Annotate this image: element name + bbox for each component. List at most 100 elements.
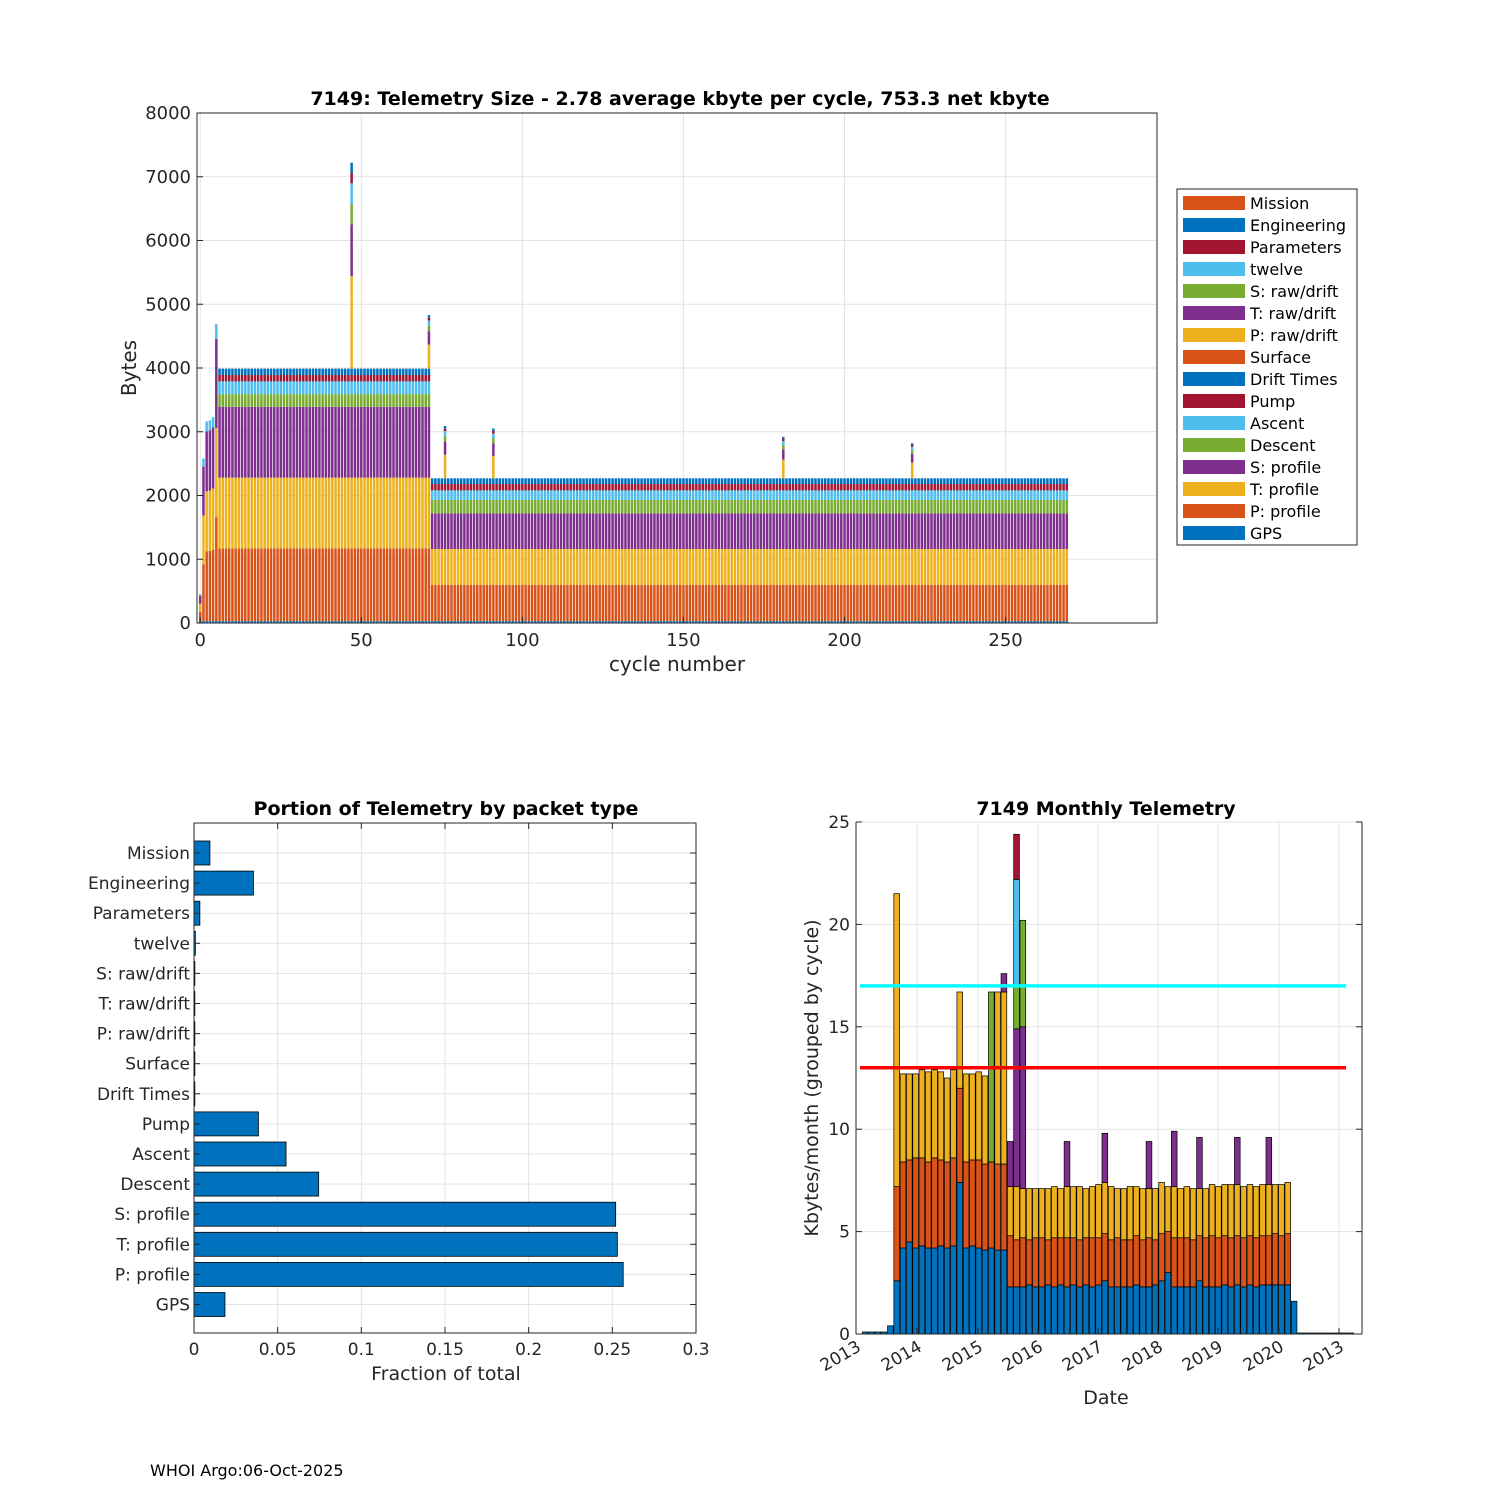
bar-segment: [643, 549, 647, 585]
bar-segment: [517, 490, 521, 500]
bar-segment: [447, 490, 450, 500]
bar-segment: [907, 621, 911, 623]
bar-segment: [608, 478, 611, 485]
bar-segment: [263, 394, 266, 407]
bar-segment: [227, 406, 231, 478]
cycle-bar: [392, 368, 395, 623]
cycle-bar: [994, 478, 998, 623]
bar-segment: [624, 549, 627, 585]
bar-segment: [479, 621, 482, 623]
bar-segment: [910, 484, 914, 491]
bar-segment: [968, 584, 972, 622]
bar-segment: [925, 1247, 932, 1335]
bar-segment: [218, 381, 221, 395]
bar-segment: [421, 621, 424, 623]
bar-segment: [366, 368, 369, 376]
bar-segment: [360, 477, 363, 549]
legend-label: T: profile: [1249, 480, 1319, 499]
bar-segment: [801, 490, 804, 500]
bar-segment: [637, 499, 640, 514]
bar-segment: [1044, 1239, 1052, 1286]
bar-segment: [1139, 1286, 1146, 1335]
bar-segment: [295, 477, 299, 549]
bar-segment: [1017, 490, 1020, 500]
bar-segment: [598, 490, 601, 500]
bar-segment: [443, 513, 447, 550]
bar-segment: [649, 478, 653, 485]
bar-segment: [553, 499, 556, 514]
cycle-bar: [1049, 478, 1052, 623]
bar-segment: [250, 375, 254, 382]
bar-segment: [604, 499, 608, 514]
bar-segment: [1025, 1239, 1033, 1286]
bar-segment: [1055, 513, 1059, 550]
bar-segment: [672, 513, 676, 550]
cycle-bar: [936, 478, 940, 623]
bar-segment: [234, 548, 237, 622]
bar-segment: [794, 621, 798, 623]
bar-segment: [221, 406, 225, 478]
bar-segment: [937, 1159, 945, 1247]
bar-segment: [292, 394, 295, 407]
bar-segment: [363, 381, 366, 395]
bar-segment: [314, 375, 318, 382]
bar-segment: [347, 477, 350, 549]
cycle-bar: [256, 368, 260, 623]
bar-segment: [353, 381, 357, 395]
bar-segment: [1101, 1132, 1109, 1183]
bar-segment: [1023, 478, 1027, 485]
bar-segment: [778, 621, 782, 623]
bar-segment: [1049, 484, 1052, 491]
cycle-bar: [353, 368, 357, 623]
bar-segment: [456, 584, 460, 622]
bar-segment: [704, 484, 708, 491]
bar-segment: [392, 375, 395, 382]
bar-segment: [1062, 478, 1065, 485]
bar-segment: [801, 513, 804, 550]
bar-segment: [427, 320, 431, 326]
bar-segment: [759, 499, 763, 514]
bar-segment: [720, 499, 724, 514]
bar-segment: [285, 368, 289, 376]
cycle-bar: [846, 478, 849, 623]
bar-segment: [527, 513, 531, 550]
y-tick-label: Mission: [127, 844, 190, 864]
cycle-bar: [975, 478, 978, 623]
bar-segment: [198, 594, 202, 596]
bar-segment: [1017, 621, 1020, 623]
bar-segment: [553, 549, 556, 585]
bar-segment: [846, 549, 849, 585]
bar-segment: [1240, 1286, 1247, 1335]
cycle-bar: [385, 368, 389, 623]
cycle-bar: [282, 368, 286, 623]
bar-segment: [952, 621, 956, 623]
y-tick-label: S: profile: [114, 1205, 190, 1225]
cycle-bar: [276, 368, 279, 623]
bar-segment: [843, 513, 846, 550]
bar-segment: [1070, 1186, 1077, 1239]
bar-segment: [224, 548, 228, 622]
bar-segment: [1215, 1186, 1222, 1239]
bar-segment: [321, 477, 324, 549]
y-tick-label: P: profile: [115, 1265, 190, 1285]
bar-segment: [843, 584, 846, 622]
bar-segment: [521, 513, 524, 550]
bar-segment: [910, 450, 914, 454]
cycle-bar: [401, 368, 405, 623]
bar-segment: [733, 499, 737, 514]
bar-segment: [666, 478, 669, 485]
bar-segment: [498, 513, 502, 550]
bar-segment: [266, 368, 270, 376]
bar-segment: [269, 477, 273, 549]
bar-segment: [1265, 1184, 1273, 1237]
bar-segment: [701, 549, 705, 585]
bar-segment: [427, 375, 431, 382]
cycle-bar: [985, 478, 988, 623]
bar-segment: [968, 484, 972, 491]
bar-segment: [649, 549, 653, 585]
bar-segment: [1063, 1141, 1071, 1187]
bar-segment: [253, 406, 257, 478]
bar-segment: [611, 484, 614, 491]
bar-segment: [1049, 513, 1052, 550]
bar-segment: [533, 549, 537, 585]
